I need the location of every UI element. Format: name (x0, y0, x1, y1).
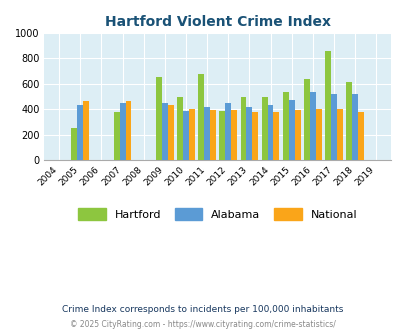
Legend: Hartford, Alabama, National: Hartford, Alabama, National (74, 204, 361, 224)
Bar (345, 82, 351, 160)
Bar (225, 103, 230, 160)
Bar (309, 92, 315, 160)
Title: Hartford Violent Crime Index: Hartford Violent Crime Index (104, 15, 330, 29)
Bar (177, 97, 183, 160)
Bar (324, 51, 330, 160)
Bar (77, 105, 83, 160)
Bar (183, 111, 188, 160)
Bar (252, 113, 258, 160)
Bar (125, 101, 131, 160)
Bar (219, 111, 225, 160)
Bar (162, 103, 167, 160)
Bar (188, 109, 194, 160)
Bar (273, 112, 279, 160)
Bar (303, 79, 309, 160)
Bar (83, 101, 89, 160)
Bar (246, 107, 252, 160)
Bar (261, 97, 267, 160)
Bar (336, 109, 342, 160)
Text: Crime Index corresponds to incidents per 100,000 inhabitants: Crime Index corresponds to incidents per… (62, 305, 343, 314)
Bar (198, 74, 204, 160)
Bar (351, 94, 357, 160)
Bar (282, 92, 288, 160)
Bar (204, 107, 209, 160)
Bar (113, 112, 119, 160)
Bar (357, 112, 363, 160)
Bar (167, 105, 173, 160)
Bar (71, 128, 77, 160)
Bar (156, 78, 162, 160)
Bar (240, 97, 246, 160)
Bar (315, 109, 321, 160)
Bar (209, 110, 215, 160)
Bar (294, 110, 300, 160)
Bar (288, 100, 294, 160)
Text: © 2025 CityRating.com - https://www.cityrating.com/crime-statistics/: © 2025 CityRating.com - https://www.city… (70, 320, 335, 329)
Bar (267, 105, 273, 160)
Bar (330, 94, 336, 160)
Bar (119, 103, 125, 160)
Bar (230, 110, 237, 160)
